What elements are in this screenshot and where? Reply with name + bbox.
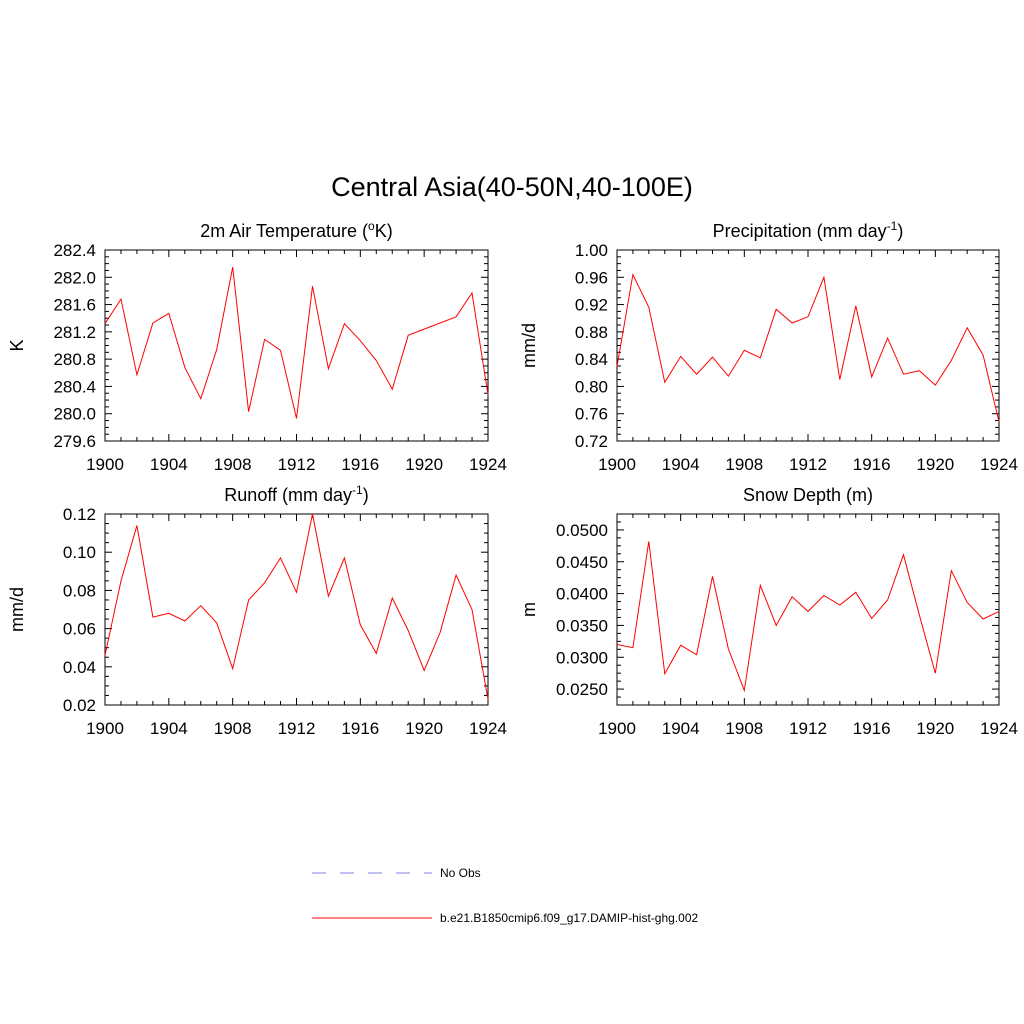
y-axis-label: K bbox=[7, 339, 27, 351]
y-tick-label: 0.06 bbox=[63, 620, 96, 639]
panel-precipitation: Precipitation (mm day-1) mm/d 1900 1904 1908… bbox=[519, 219, 1018, 474]
x-tick-label: 1924 bbox=[980, 719, 1018, 738]
y-tick-label: 282.0 bbox=[53, 268, 96, 287]
y-tick-label: 0.96 bbox=[575, 268, 608, 287]
x-tick-label: 1900 bbox=[598, 455, 636, 474]
x-tick-label: 1912 bbox=[789, 455, 827, 474]
x-tick-label: 1920 bbox=[405, 455, 443, 474]
x-tick-label: 1904 bbox=[662, 455, 700, 474]
x-tick-label: 1900 bbox=[598, 719, 636, 738]
panel-runoff: Runoff (mm day-1) mm/d 1900 1904 1908 1912 191… bbox=[7, 483, 507, 738]
series-line bbox=[616, 272, 1000, 423]
y-tick-label: 282.4 bbox=[53, 241, 96, 260]
x-tick-label: 1916 bbox=[853, 455, 891, 474]
y-tick-label: 1.00 bbox=[575, 241, 608, 260]
y-tick-label: 280.8 bbox=[53, 350, 96, 369]
panel-title-precipitation: Precipitation (mm day-1) bbox=[713, 219, 904, 241]
legend-model-label: b.e21.B1850cmip6.f09_g17.DAMIP-hist-ghg.… bbox=[440, 911, 698, 925]
plot-frame bbox=[616, 513, 1000, 706]
x-tick-label: 1924 bbox=[469, 719, 507, 738]
x-tick-label: 1920 bbox=[405, 719, 443, 738]
y-axis-label: mm/d bbox=[519, 323, 539, 368]
y-tick-label: 0.0350 bbox=[556, 616, 608, 635]
x-tick-label: 1912 bbox=[278, 455, 316, 474]
series-line bbox=[616, 541, 1000, 693]
y-tick-label: 0.84 bbox=[575, 350, 608, 369]
y-tick-label: 0.0400 bbox=[556, 585, 608, 604]
legend: No Obs b.e21.B1850cmip6.f09_g17.DAMIP-hi… bbox=[312, 866, 698, 925]
x-tick-label: 1916 bbox=[341, 455, 379, 474]
panel-snow-depth: Snow Depth (m) m 1900 1904 1908 1912 1916 1920 1… bbox=[519, 485, 1018, 738]
y-tick-label: 0.92 bbox=[575, 296, 608, 315]
y-tick-label: 0.12 bbox=[63, 505, 96, 524]
x-tick-label: 1900 bbox=[86, 455, 124, 474]
plot-frame bbox=[616, 249, 1000, 442]
y-tick-label: 0.0250 bbox=[556, 680, 608, 699]
x-tick-label: 1912 bbox=[789, 719, 827, 738]
panel-title-snow-depth: Snow Depth (m) bbox=[743, 485, 873, 505]
panel-title-runoff: Runoff (mm day-1) bbox=[224, 483, 368, 505]
y-tick-label: 0.08 bbox=[63, 581, 96, 600]
y-tick-label: 279.6 bbox=[53, 432, 96, 451]
y-tick-label: 0.88 bbox=[575, 323, 608, 342]
series-line bbox=[104, 267, 489, 419]
y-tick-label: 281.6 bbox=[53, 296, 96, 315]
y-axis-label: mm/d bbox=[7, 587, 27, 632]
x-tick-label: 1916 bbox=[341, 719, 379, 738]
x-tick-label: 1908 bbox=[725, 455, 763, 474]
x-tick-label: 1908 bbox=[725, 719, 763, 738]
series-line bbox=[104, 513, 489, 700]
x-tick-label: 1924 bbox=[469, 455, 507, 474]
plot-frame bbox=[104, 513, 489, 706]
x-tick-label: 1920 bbox=[916, 455, 954, 474]
y-tick-label: 0.0450 bbox=[556, 553, 608, 572]
y-tick-label: 0.0300 bbox=[556, 648, 608, 667]
panels: 2m Air Temperature (oK) K 1900 1904 1908 1912… bbox=[7, 219, 1018, 738]
x-tick-label: 1912 bbox=[278, 719, 316, 738]
y-tick-label: 280.4 bbox=[53, 377, 96, 396]
y-tick-label: 280.0 bbox=[53, 405, 96, 424]
x-tick-label: 1920 bbox=[916, 719, 954, 738]
x-tick-label: 1900 bbox=[86, 719, 124, 738]
x-tick-label: 1908 bbox=[214, 719, 252, 738]
y-tick-label: 0.10 bbox=[63, 543, 96, 562]
x-tick-label: 1924 bbox=[980, 455, 1018, 474]
y-tick-label: 0.02 bbox=[63, 696, 96, 715]
x-tick-label: 1904 bbox=[150, 455, 188, 474]
legend-obs-label: No Obs bbox=[440, 866, 481, 880]
y-tick-label: 0.76 bbox=[575, 405, 608, 424]
y-tick-label: 0.0500 bbox=[556, 521, 608, 540]
x-tick-label: 1904 bbox=[150, 719, 188, 738]
y-tick-label: 0.80 bbox=[575, 377, 608, 396]
panel-title-temperature: 2m Air Temperature (oK) bbox=[200, 219, 392, 241]
plot-frame bbox=[104, 249, 489, 442]
panel-temperature: 2m Air Temperature (oK) K 1900 1904 1908 1912… bbox=[7, 219, 507, 474]
y-axis-label: m bbox=[519, 602, 539, 617]
x-tick-label: 1904 bbox=[662, 719, 700, 738]
y-tick-label: 281.2 bbox=[53, 323, 96, 342]
x-tick-label: 1916 bbox=[853, 719, 891, 738]
y-tick-label: 0.72 bbox=[575, 432, 608, 451]
x-tick-label: 1908 bbox=[214, 455, 252, 474]
figure-title: Central Asia(40-50N,40-100E) bbox=[331, 172, 693, 202]
y-tick-label: 0.04 bbox=[63, 658, 96, 677]
